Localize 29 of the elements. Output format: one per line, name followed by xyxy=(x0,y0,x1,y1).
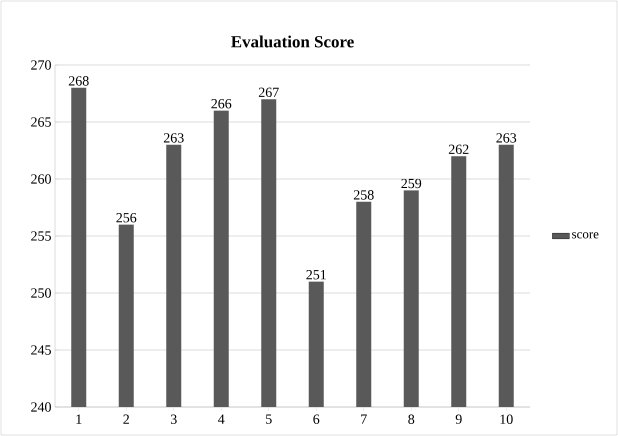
data-label: 263 xyxy=(164,133,184,143)
x-tick-label: 9 xyxy=(456,414,462,424)
data-label: 251 xyxy=(306,270,326,280)
y-tick-label: 240 xyxy=(31,402,51,412)
y-tick-label: 265 xyxy=(31,117,51,127)
y-tick-label: 255 xyxy=(31,231,51,241)
data-label: 256 xyxy=(116,213,136,222)
data-label: 267 xyxy=(258,88,279,97)
y-tick-label: 245 xyxy=(31,345,51,355)
data-label: 263 xyxy=(496,133,516,143)
x-tick-label: 2 xyxy=(123,414,129,424)
data-label: 259 xyxy=(401,178,422,188)
x-tick-label: 5 xyxy=(266,414,272,424)
x-tick-label: 4 xyxy=(218,414,225,424)
data-label: 262 xyxy=(448,144,468,154)
x-tick-label: 3 xyxy=(170,414,177,424)
data-label: 258 xyxy=(354,190,374,200)
x-tick-label: 10 xyxy=(500,414,513,424)
data-label: 268 xyxy=(68,76,89,86)
x-tick-label: 7 xyxy=(361,414,367,424)
y-tick-label: 270 xyxy=(31,60,51,70)
data-label: 266 xyxy=(211,99,232,108)
y-tick-label: 250 xyxy=(31,288,51,298)
y-tick-label: 260 xyxy=(31,174,51,184)
x-tick-label: 6 xyxy=(313,414,320,424)
legend-label: score xyxy=(572,232,598,238)
x-tick-label: 8 xyxy=(408,414,414,424)
chart-title: Evaluation Score xyxy=(231,36,354,48)
x-tick-label: 1 xyxy=(76,414,82,424)
